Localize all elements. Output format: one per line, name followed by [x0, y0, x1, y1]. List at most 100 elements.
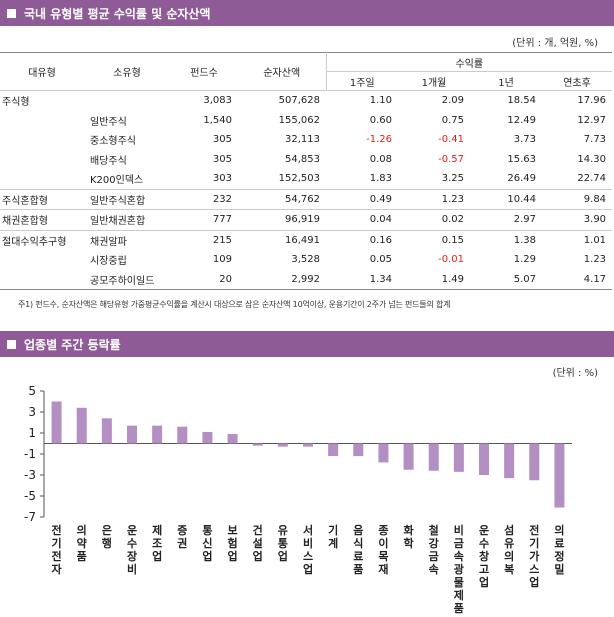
square-bullet-icon — [7, 339, 16, 349]
bar — [227, 434, 238, 444]
fund-returns-table: 대유형 소유형 펀드수 순자산액 수익률 1주일 1개월 1년 연초후 주식형 3… — [0, 52, 613, 290]
bar — [479, 443, 489, 475]
header-period: 1개월 — [398, 71, 470, 91]
bar — [101, 418, 112, 444]
y-tick-label: -3 — [24, 468, 36, 482]
table-row: 주식형 3,083 507,628 1.10 2.09 18.54 17.96 — [0, 90, 613, 111]
return-cell: 0.02 — [398, 209, 470, 230]
table-row: 일반주식 1,540 155,062 0.60 0.75 12.49 12.97 — [0, 111, 612, 131]
fund-table-body: 주식형 3,083 507,628 1.10 2.09 18.54 17.96 일반주식 1,5… — [0, 90, 613, 290]
assets-cell: 54,853 — [285, 153, 320, 165]
header-assets: 순자산액 — [263, 68, 301, 79]
type-cell: 주식혼합형 — [0, 188, 84, 210]
sector-bar-chart: 5 3 1 -1 -3 -5 -7 전 기 전 자 의 약 품 은 행 운 수 장 비 제 조 업 증 권 통 신 업 보 험 업 건 설 업 유 통… — [24, 384, 572, 615]
return-cell: 3.25 — [441, 173, 464, 185]
bar — [202, 431, 213, 444]
footnote: 주1) 펀드수, 순자산액은 해당유형 가중평균수익률을 계산시 대상으로 삼은… — [18, 300, 451, 309]
return-cell: 2.09 — [398, 90, 470, 111]
bar — [328, 443, 339, 457]
bar — [303, 443, 313, 447]
return-cell: -1.26 — [366, 134, 392, 146]
return-cell: 17.96 — [542, 90, 613, 111]
return-cell: 0.05 — [369, 254, 392, 266]
bar — [504, 443, 515, 479]
return-cell: 14.30 — [577, 153, 607, 165]
type-cell — [0, 130, 84, 150]
bar — [353, 443, 364, 457]
return-cell: 26.49 — [507, 173, 536, 185]
subtype-cell: 중소형주식 — [90, 136, 136, 148]
bar — [51, 401, 62, 444]
type-cell: 채권혼합형 — [0, 209, 84, 230]
y-tick-label: -1 — [24, 447, 36, 461]
table-row: 채권혼합형 일반채권혼합 777 96,919 0.04 0.02 2.97 3.90 — [0, 209, 613, 230]
return-cell: 0.04 — [326, 209, 398, 230]
table-row: 중소형주식 305 32,113 -1.26 -0.41 3.73 7.73 — [0, 130, 612, 150]
subtype-cell — [84, 90, 170, 111]
section-header-sector-weekly: 업종별 주간 등락률 — [0, 331, 614, 357]
header-funds: 펀드수 — [190, 68, 218, 79]
bar — [453, 443, 464, 472]
return-cell: 0.60 — [369, 114, 392, 126]
table-row: 주식혼합형 일반주식혼합 232 54,762 0.49 1.23 10.44 9.84 — [0, 188, 613, 210]
bar — [127, 425, 137, 444]
assets-cell: 2,992 — [238, 269, 326, 290]
subtype-cell: 시장중립 — [90, 256, 127, 268]
return-cell: 3.90 — [542, 209, 613, 230]
assets-cell: 32,113 — [285, 134, 320, 146]
type-cell — [0, 150, 84, 170]
return-cell: 7.73 — [583, 134, 607, 146]
return-cell: 1.34 — [326, 269, 398, 290]
return-cell: 1.83 — [369, 173, 392, 185]
assets-cell: 3,528 — [291, 254, 320, 266]
return-cell: 5.07 — [470, 269, 542, 290]
return-cell: 1.10 — [326, 90, 398, 111]
funds-cell: 777 — [170, 209, 238, 230]
funds-cell: 3,083 — [170, 90, 238, 111]
table-row: 배당주식 305 54,853 0.08 -0.57 15.63 14.30 — [0, 150, 612, 170]
subtype-cell: 채권알파 — [84, 229, 170, 250]
return-cell: 9.84 — [542, 188, 613, 210]
return-cell: 1.38 — [470, 229, 542, 250]
type-cell — [0, 250, 84, 270]
return-cell: 0.75 — [441, 114, 464, 126]
return-cell: -0.01 — [438, 254, 464, 266]
funds-cell: 305 — [212, 134, 232, 146]
return-cell: 3.73 — [513, 134, 536, 146]
type-cell — [0, 111, 84, 131]
subtype-cell: 일반주식혼합 — [84, 188, 170, 210]
bar — [277, 443, 288, 447]
y-tick-label: 1 — [28, 426, 36, 440]
assets-cell: 152,503 — [278, 173, 320, 185]
return-cell: -0.57 — [438, 153, 464, 165]
table-row: 공모주하이일드 20 2,992 1.34 1.49 5.07 4.17 — [0, 269, 613, 290]
bar — [529, 443, 540, 481]
section-title: 업종별 주간 등락률 — [24, 337, 121, 352]
table-row: 시장중립 109 3,528 0.05 -0.01 1.29 1.23 — [0, 250, 612, 270]
assets-cell: 96,919 — [238, 209, 326, 230]
return-cell: 1.23 — [398, 188, 470, 210]
header-subtype: 소유형 — [113, 68, 141, 79]
subtype-cell: 배당주식 — [90, 155, 127, 167]
bar — [252, 443, 263, 446]
return-cell: 2.97 — [470, 209, 542, 230]
unit-label: (단위 : 개, 억원, %) — [512, 38, 598, 49]
assets-cell: 54,762 — [238, 188, 326, 210]
header-type: 대유형 — [28, 68, 56, 79]
bar — [152, 425, 163, 444]
